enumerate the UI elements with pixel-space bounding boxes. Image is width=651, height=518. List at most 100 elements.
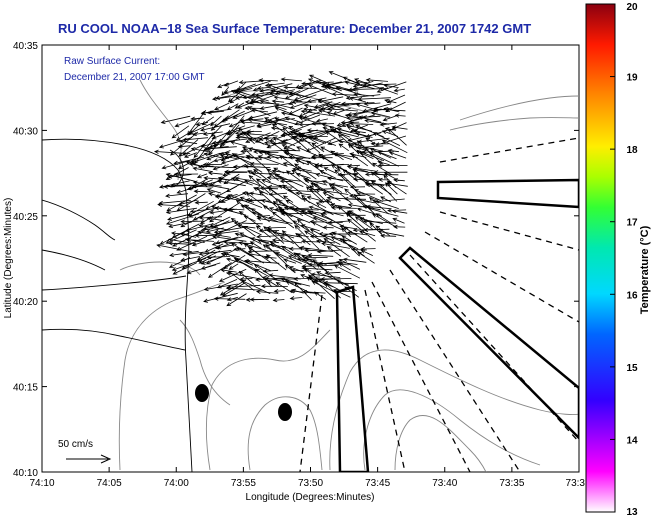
x-tick-label: 73:55 <box>231 478 256 489</box>
current-vector <box>344 113 358 118</box>
current-vector <box>174 117 200 128</box>
colorbar-tick-label: 15 <box>626 363 638 374</box>
current-vector <box>301 266 333 271</box>
current-vector <box>188 122 214 134</box>
current-vector <box>348 96 367 103</box>
current-vector <box>341 101 375 106</box>
current-vector <box>392 224 406 229</box>
current-vector <box>288 125 319 145</box>
current-vector <box>179 139 198 145</box>
current-vector <box>212 235 247 242</box>
current-vector <box>274 117 296 125</box>
current-vector <box>311 142 325 153</box>
colorbar-label: Temperature (°C) <box>639 225 651 314</box>
current-vector <box>235 199 255 215</box>
current-vector <box>158 137 193 149</box>
current-vector <box>289 296 303 301</box>
current-vector <box>328 231 358 236</box>
current-vector <box>380 196 392 203</box>
current-vector <box>347 203 381 211</box>
current-vector <box>341 235 358 245</box>
current-vector <box>165 213 200 225</box>
current-vector <box>230 242 255 258</box>
current-vector <box>353 129 366 134</box>
current-vector <box>379 87 398 95</box>
current-vector <box>308 274 335 299</box>
current-vector <box>363 101 381 106</box>
current-vector <box>200 123 231 132</box>
buoy-marker <box>278 403 292 421</box>
current-vector <box>260 284 288 289</box>
current-vector <box>349 121 374 126</box>
current-vector <box>288 266 304 273</box>
current-vector <box>358 115 382 123</box>
current-vector <box>248 174 277 200</box>
current-vector <box>267 279 279 287</box>
current-vector <box>243 164 271 169</box>
current-vector <box>370 171 381 180</box>
current-vector <box>213 156 232 163</box>
current-vector <box>191 184 214 189</box>
current-vector <box>291 99 317 105</box>
current-vector <box>213 296 246 301</box>
current-vector <box>193 189 215 194</box>
current-vector <box>307 135 337 146</box>
current-vector <box>217 179 246 187</box>
current-vector <box>247 170 262 179</box>
current-vector <box>192 132 206 137</box>
current-vector <box>200 227 214 232</box>
current-vector <box>317 108 349 119</box>
current-vector <box>359 151 385 162</box>
current-vector <box>177 144 191 149</box>
current-vector <box>313 291 327 300</box>
current-vector <box>231 153 263 173</box>
current-vector <box>337 134 352 146</box>
current-vector <box>206 255 231 260</box>
x-tick-labels: 74:10 74:05 74:00 73:55 73:50 73:45 73:40 73:35… <box>29 478 585 489</box>
current-vector <box>388 151 407 159</box>
current-vector <box>372 213 398 228</box>
current-vector <box>335 86 365 96</box>
current-vector <box>202 182 229 190</box>
current-vector <box>388 128 407 146</box>
current-vector <box>364 146 383 152</box>
current-vector <box>231 177 253 186</box>
current-vector <box>165 172 197 183</box>
current-vector <box>346 115 381 121</box>
radar-beam-lines <box>299 137 579 472</box>
current-vector <box>326 245 342 257</box>
current-vector <box>265 244 288 266</box>
current-vector <box>266 175 301 182</box>
current-vector <box>238 210 261 228</box>
current-vector <box>186 237 215 243</box>
current-vector <box>265 254 287 271</box>
current-vector <box>226 293 247 307</box>
current-vector <box>190 116 205 121</box>
current-vector <box>245 260 272 272</box>
current-vector <box>245 131 278 137</box>
current-vector <box>180 219 205 224</box>
current-vector <box>206 150 231 161</box>
current-vector <box>356 149 375 167</box>
x-tick-label: 74:10 <box>29 478 54 489</box>
current-vector <box>322 234 352 242</box>
current-vector <box>354 216 374 230</box>
current-vector <box>391 209 408 214</box>
current-vector <box>352 81 374 88</box>
current-vector <box>387 148 399 153</box>
current-vector <box>230 217 256 237</box>
current-vector <box>338 143 349 152</box>
y-axis-label: Latitude (Degrees:Minutes) <box>3 198 14 319</box>
current-vector <box>356 191 376 196</box>
current-vector <box>245 192 270 210</box>
current-vector <box>300 209 327 222</box>
current-vector <box>177 199 198 206</box>
current-vector <box>271 238 303 244</box>
current-vector <box>192 166 213 173</box>
current-vector <box>316 80 351 91</box>
y-tick-label: 40:20 <box>13 297 38 308</box>
current-vector <box>380 233 397 238</box>
y-tick-label: 40:15 <box>13 383 38 394</box>
current-vector <box>298 122 335 127</box>
buoy-marker <box>195 384 209 402</box>
